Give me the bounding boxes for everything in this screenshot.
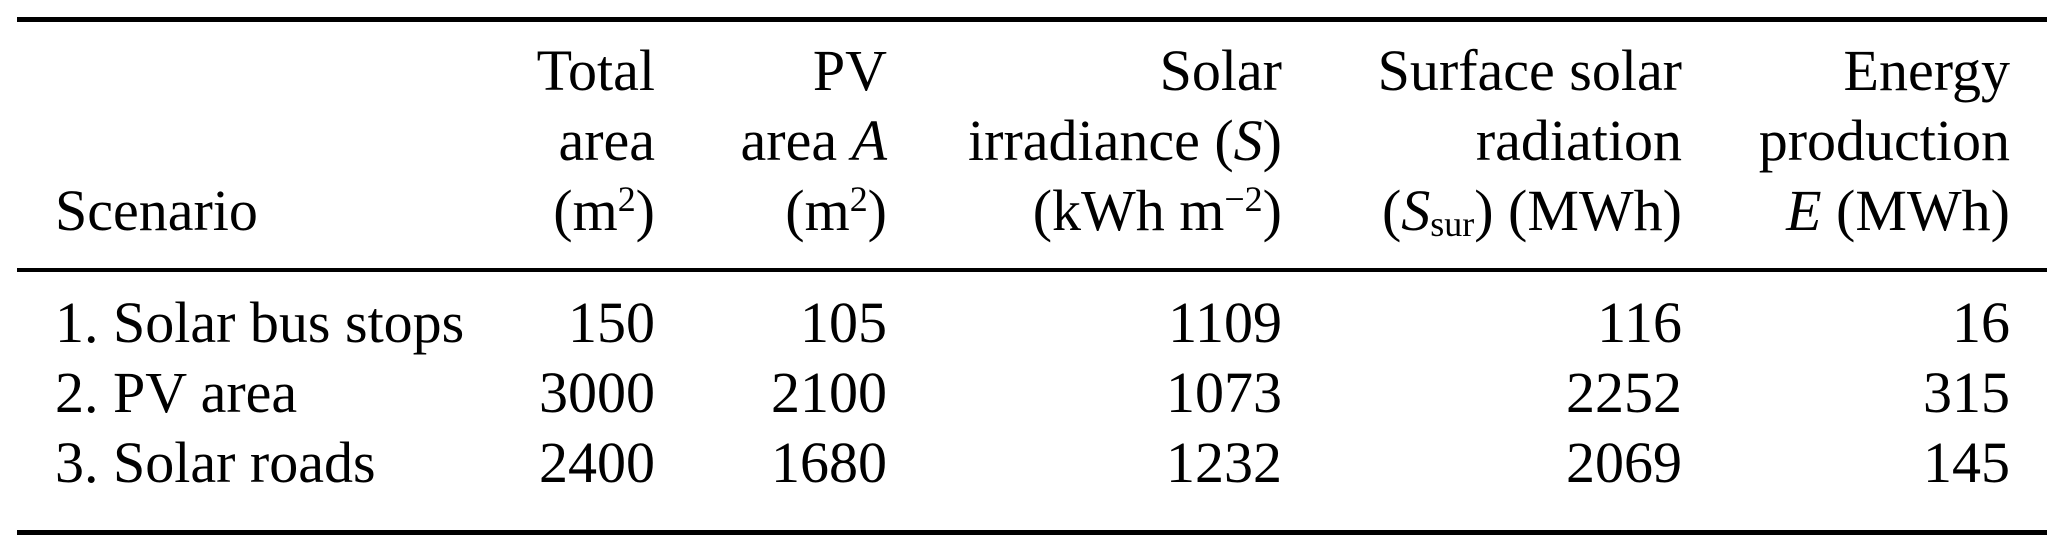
- unit-text: (MWh): [1821, 178, 2010, 243]
- superscript: −2: [1224, 179, 1263, 220]
- table-row: 2. PV area 3000 2100 1073 2252 315: [17, 358, 2047, 428]
- math-symbol-A: A: [851, 108, 887, 173]
- header-label-surface-solar: Surface solar: [1377, 38, 1682, 103]
- cell-surface-solar-radiation: 116: [1597, 290, 1682, 355]
- cell-surface-solar-radiation: 2252: [1566, 360, 1682, 425]
- table-row: 1. Solar bus stops 150 105 1109 116 16: [17, 270, 2047, 358]
- math-symbol-S: S: [1233, 108, 1263, 173]
- header-label-pv: PV: [812, 38, 887, 103]
- header-unit-energy-production: E (MWh): [1682, 176, 2010, 246]
- header-cell-surface-solar-radiation: Surface solar radiation (Ssur) (MWh): [1282, 19, 1682, 272]
- cell-energy-production: 145: [1923, 430, 2010, 495]
- cell-total-area: 2400: [539, 430, 655, 495]
- unit-text: (: [1381, 178, 1402, 243]
- table-body: 1. Solar bus stops 150 105 1109 116 16 2…: [17, 270, 2047, 533]
- unit-text: (kWh m: [1032, 178, 1225, 243]
- header-unit-solar-irradiance: (kWh m−2): [887, 176, 1282, 246]
- header-cell-scenario: Scenario: [17, 19, 472, 272]
- unit-text: ): [1262, 178, 1282, 243]
- scenario-data-table: Scenario Total area (m2) PV area A (m2) …: [17, 17, 2047, 535]
- subscript-sur: sur: [1430, 204, 1475, 245]
- cell-pv-area: 105: [800, 290, 887, 355]
- header-label-scenario: Scenario: [55, 178, 258, 243]
- cell-solar-irradiance: 1232: [1166, 430, 1282, 495]
- cell-pv-area: 1680: [771, 430, 887, 495]
- header-label-pv-area: area A: [655, 106, 887, 176]
- label-text: area: [740, 108, 852, 173]
- math-symbol-S: S: [1401, 178, 1431, 243]
- header-cell-energy-production: Energy production E (MWh): [1682, 19, 2047, 272]
- header-label-total-area: area: [558, 108, 655, 173]
- header-cell-solar-irradiance: Solar irradiance (S) (kWh m−2): [887, 19, 1282, 272]
- header-cell-pv-area: PV area A (m2): [655, 19, 887, 272]
- table-row: 3. Solar roads 2400 1680 1232 2069 145: [17, 428, 2047, 533]
- label-text: irradiance (: [968, 108, 1234, 173]
- cell-total-area: 3000: [539, 360, 655, 425]
- cell-energy-production: 315: [1923, 360, 2010, 425]
- cell-scenario: 3. Solar roads: [55, 430, 376, 495]
- cell-total-area: 150: [568, 290, 655, 355]
- header-unit-surface-solar-radiation: (Ssur) (MWh): [1282, 176, 1682, 246]
- header-label-solar: Solar: [1159, 38, 1282, 103]
- superscript: 2: [849, 179, 868, 220]
- header-label-production: production: [1758, 108, 2010, 173]
- cell-scenario: 2. PV area: [55, 360, 298, 425]
- header-unit-total-area: (m2): [472, 176, 655, 246]
- cell-pv-area: 2100: [771, 360, 887, 425]
- header-cell-total-area: Total area (m2): [472, 19, 655, 272]
- unit-text: (m: [785, 178, 850, 243]
- cell-energy-production: 16: [1952, 290, 2010, 355]
- cell-surface-solar-radiation: 2069: [1566, 430, 1682, 495]
- cell-scenario: 1. Solar bus stops: [55, 290, 465, 355]
- math-symbol-E: E: [1786, 178, 1822, 243]
- table-header: Scenario Total area (m2) PV area A (m2) …: [17, 19, 2047, 272]
- superscript: 2: [617, 179, 636, 220]
- unit-text: ): [635, 178, 655, 243]
- header-label-total: Total: [536, 38, 655, 103]
- header-label-radiation: radiation: [1475, 108, 1682, 173]
- header-unit-pv-area: (m2): [655, 176, 887, 246]
- label-text: ): [1262, 108, 1282, 173]
- header-label-energy: Energy: [1843, 38, 2010, 103]
- header-row: Scenario Total area (m2) PV area A (m2) …: [17, 19, 2047, 272]
- cell-solar-irradiance: 1109: [1168, 290, 1282, 355]
- header-label-irradiance: irradiance (S): [887, 106, 1282, 176]
- unit-text: ): [867, 178, 887, 243]
- unit-text: (m: [553, 178, 618, 243]
- unit-text: ) (MWh): [1474, 178, 1682, 243]
- cell-solar-irradiance: 1073: [1166, 360, 1282, 425]
